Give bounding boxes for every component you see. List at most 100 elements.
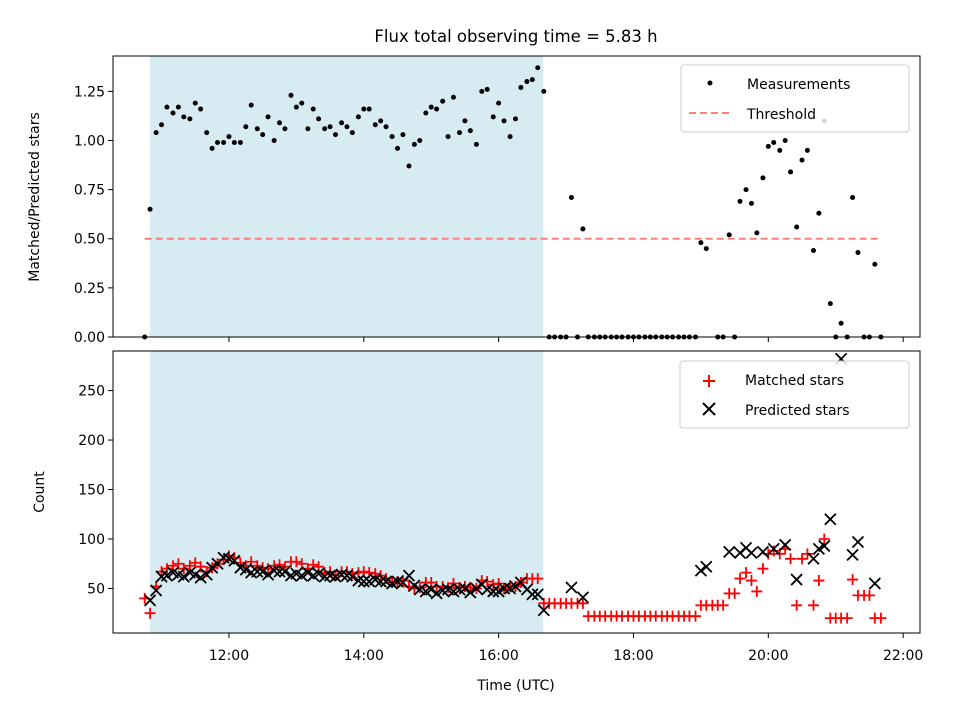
bottom-panel: 50 100 150 200 250 12:00 14:00 16:00 18:00 20:00… <box>32 350 923 694</box>
measurement-point <box>816 210 822 216</box>
predicted-star-point <box>779 538 792 552</box>
measurement-point <box>265 114 271 120</box>
matched-star-point <box>757 563 769 575</box>
measurement-point <box>771 139 777 145</box>
measurement-point <box>198 106 204 112</box>
matched-star-point <box>740 567 752 579</box>
measurement-point <box>260 132 266 138</box>
y-tick-label: 1.00 <box>74 133 105 149</box>
predicted-star-point <box>576 591 590 604</box>
matched-star-point <box>274 559 286 571</box>
bottom-axes-frame <box>112 350 921 634</box>
predicted-star-point <box>868 577 881 590</box>
measurement-point <box>231 139 237 145</box>
x-tick-label: 22:00 <box>883 648 923 664</box>
measurement-point <box>440 98 446 104</box>
predicted-star-markers <box>143 352 881 617</box>
measurement-point <box>467 128 473 134</box>
matched-star-point <box>785 553 797 565</box>
measurement-point <box>361 106 367 112</box>
matched-star-point <box>796 553 808 565</box>
predicted-star-point <box>470 582 483 595</box>
measurement-point <box>226 134 232 140</box>
matched-star-point <box>717 599 729 611</box>
matched-star-point <box>807 599 819 611</box>
predicted-star-point <box>526 588 539 601</box>
top-y-axis-ticks: 0.00 0.25 0.50 0.75 1.00 1.25 <box>74 84 113 346</box>
y-tick-label: 50 <box>87 581 105 597</box>
predicted-star-point <box>273 565 286 578</box>
measurement-point <box>850 194 856 200</box>
y-tick-label: 100 <box>78 532 105 548</box>
predicted-star-point <box>537 604 550 617</box>
predicted-star-point <box>143 594 157 607</box>
measurement-point <box>221 139 227 145</box>
measurement-point <box>501 118 507 124</box>
measurement-point <box>760 175 766 181</box>
measurement-point <box>434 106 440 112</box>
measurement-point <box>372 122 378 128</box>
legend-predicted-marker <box>702 402 716 416</box>
matched-star-point <box>144 607 156 619</box>
predicted-star-point <box>531 588 544 601</box>
measurement-point <box>838 320 844 326</box>
measurement-point <box>703 246 709 252</box>
bottom-x-axis-ticks: 12:00 14:00 16:00 18:00 20:00 22:00 <box>209 633 923 664</box>
measurement-point <box>794 224 800 230</box>
predicted-star-point <box>177 570 190 583</box>
matched-star-point <box>251 560 263 572</box>
y-tick-label: 200 <box>78 433 105 449</box>
measurement-point <box>327 124 333 130</box>
matched-star-point <box>268 560 280 572</box>
measurement-point <box>698 240 704 246</box>
legend-predicted-label: Predicted stars <box>745 403 850 419</box>
y-tick-label: 0.50 <box>74 232 105 248</box>
predicted-star-point <box>402 569 416 582</box>
measurement-point <box>568 194 574 200</box>
predicted-star-point <box>425 583 438 596</box>
measurement-point <box>788 169 794 175</box>
measurement-point <box>332 132 338 138</box>
x-tick-label: 20:00 <box>748 648 788 664</box>
measurement-point <box>804 147 810 153</box>
predicted-star-point <box>767 542 780 556</box>
matched-star-point <box>745 575 757 587</box>
bottom-legend: Matched stars Predicted stars <box>679 360 910 429</box>
measurement-point <box>529 77 535 83</box>
matched-star-point <box>487 579 499 591</box>
measurement-point <box>243 124 249 130</box>
x-tick-label: 14:00 <box>344 648 384 664</box>
top-x-axis-ticks <box>228 337 904 342</box>
measurement-point <box>473 141 479 147</box>
matched-star-point <box>178 563 190 575</box>
measurement-point <box>159 122 165 128</box>
bottom-observing-window-shade <box>150 351 544 633</box>
measurement-point <box>827 301 833 307</box>
matched-star-point <box>689 610 701 622</box>
measurement-point <box>411 141 417 147</box>
matched-star-point <box>818 533 830 545</box>
y-tick-label: 0.75 <box>74 183 105 199</box>
predicted-star-point <box>756 545 770 558</box>
predicted-star-point <box>346 570 359 583</box>
measurement-point <box>187 116 193 122</box>
bottom-y-axis-label: Count <box>32 471 48 513</box>
measurement-point <box>147 206 153 212</box>
matched-star-point <box>577 597 589 609</box>
matched-star-point <box>801 548 813 560</box>
measurement-point <box>777 147 783 153</box>
predicted-star-point <box>565 581 578 594</box>
predicted-star-point <box>430 587 443 600</box>
measurement-point <box>153 130 159 136</box>
measurement-point <box>855 250 861 256</box>
bottom-y-axis-ticks: 50 100 150 200 250 <box>78 384 113 597</box>
measurement-point <box>580 226 586 232</box>
matched-star-point <box>447 578 459 590</box>
predicted-star-point <box>150 584 163 597</box>
y-tick-label: 1.25 <box>74 84 105 100</box>
predicted-star-point <box>312 567 325 580</box>
y-tick-label: 0.00 <box>74 330 105 346</box>
measurement-point <box>316 116 322 122</box>
measurement-point <box>417 137 423 143</box>
matched-star-point <box>734 573 746 585</box>
